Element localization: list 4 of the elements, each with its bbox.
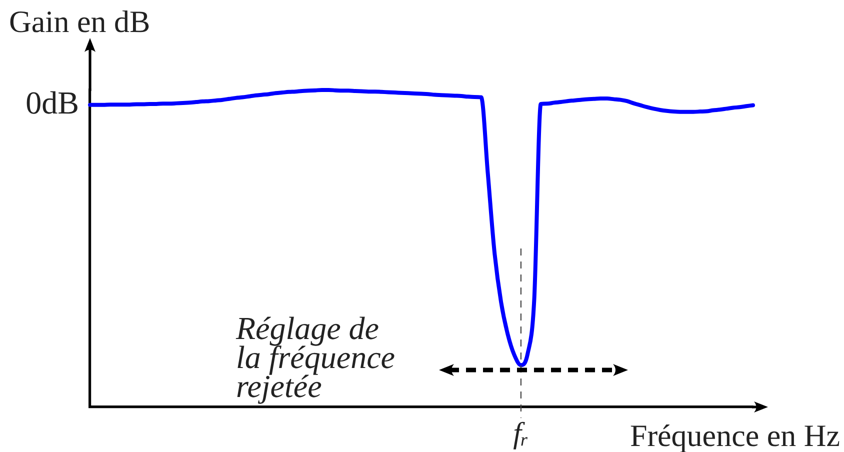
text: 0dB [26, 84, 79, 120]
text: fᵣ [513, 416, 529, 450]
annotation: Réglage de la fréquence rejetée [234, 310, 395, 404]
y-axis-title: Gain en dB [9, 4, 150, 39]
